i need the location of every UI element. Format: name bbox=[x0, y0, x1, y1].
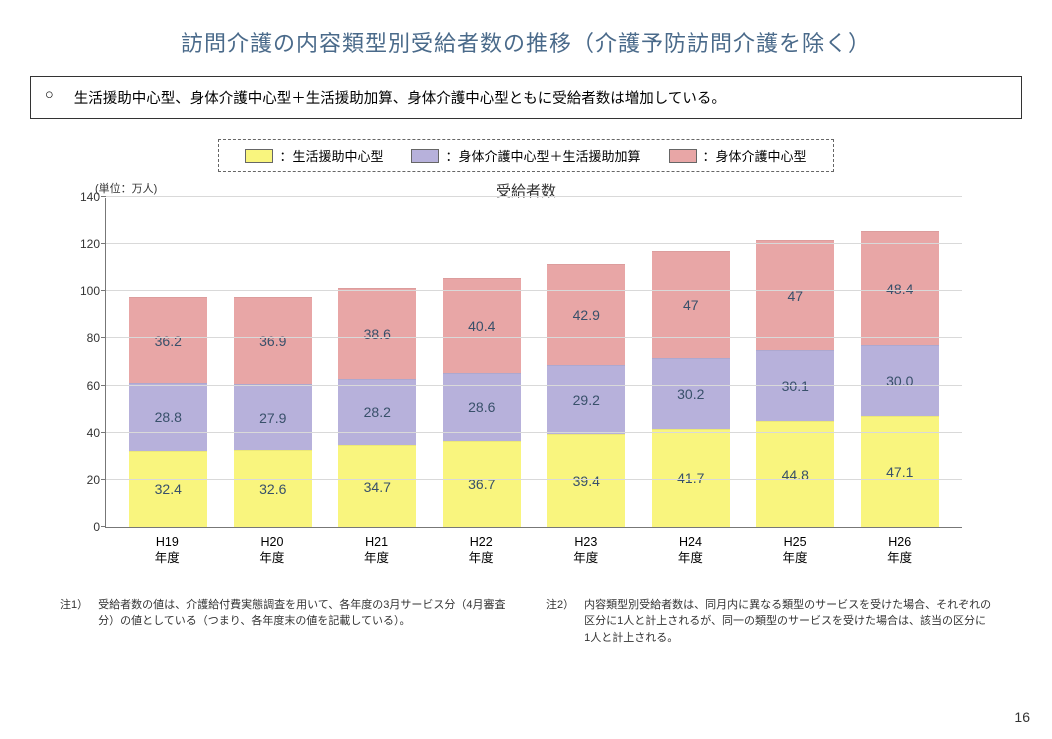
bar-segment-life: 41.7 bbox=[652, 429, 730, 527]
bar-column: 44.830.147 bbox=[756, 240, 834, 527]
gridline bbox=[106, 337, 962, 338]
bar-segment-life: 39.4 bbox=[547, 434, 625, 527]
page-number: 16 bbox=[1014, 709, 1030, 725]
y-tickmark bbox=[101, 290, 106, 291]
bar-segment-life: 32.4 bbox=[129, 451, 207, 527]
legend-label: ：身体介護中心型＋生活援助加算 bbox=[445, 146, 640, 165]
bar-segment-combo: 27.9 bbox=[234, 384, 312, 450]
y-tickmark bbox=[101, 196, 106, 197]
x-tick-label: H23年度 bbox=[547, 534, 625, 567]
y-tickmark bbox=[101, 243, 106, 244]
x-tick-label: H25年度 bbox=[756, 534, 834, 567]
legend-label: ：生活援助中心型 bbox=[279, 146, 383, 165]
bar-column: 32.428.836.2 bbox=[129, 297, 207, 527]
x-tick-label: H20年度 bbox=[233, 534, 311, 567]
y-tickmark bbox=[101, 432, 106, 433]
y-tick-label: 0 bbox=[70, 520, 100, 534]
footnote-2: 注2） 内容類型別受給者数は、同月内に異なる類型のサービスを受けた場合、それぞれ… bbox=[546, 597, 992, 647]
x-tick-label: H19年度 bbox=[128, 534, 206, 567]
legend-swatch-life bbox=[245, 149, 273, 163]
legend-item: ：身体介護中心型 bbox=[669, 146, 807, 165]
y-tick-label: 140 bbox=[70, 190, 100, 204]
summary-box: ○ 生活援助中心型、身体介護中心型＋生活援助加算、身体介護中心型ともに受給者数は… bbox=[30, 76, 1022, 119]
legend: ：生活援助中心型 ：身体介護中心型＋生活援助加算 ：身体介護中心型 bbox=[218, 139, 833, 172]
bar-segment-body: 38.6 bbox=[338, 288, 416, 379]
x-tick-label: H24年度 bbox=[651, 534, 729, 567]
footnote-text: 受給者数の値は、介護給付費実態調査を用いて、各年度の3月サービス分（4月審査分）… bbox=[98, 597, 506, 647]
y-tickmark bbox=[101, 479, 106, 480]
legend-swatch-combo bbox=[411, 149, 439, 163]
y-tickmark bbox=[101, 526, 106, 527]
footnote-1: 注1） 受給者数の値は、介護給付費実態調査を用いて、各年度の3月サービス分（4月… bbox=[60, 597, 506, 647]
summary-marker: ○ bbox=[45, 87, 54, 108]
unit-label: (単位：万人) bbox=[95, 180, 157, 196]
bar-segment-body: 47 bbox=[652, 251, 730, 358]
y-tick-label: 80 bbox=[70, 331, 100, 345]
page-title: 訪問介護の内容類型別受給者数の推移（介護予防訪問介護を除く） bbox=[0, 0, 1052, 76]
bar-segment-life: 34.7 bbox=[338, 445, 416, 527]
bar-segment-life: 36.7 bbox=[443, 441, 521, 528]
bar-column: 36.728.640.4 bbox=[443, 278, 521, 527]
bar-column: 32.627.936.9 bbox=[234, 297, 312, 527]
bar-segment-body: 36.9 bbox=[234, 297, 312, 384]
bar-column: 41.730.247 bbox=[652, 251, 730, 527]
footnote-label: 注2） bbox=[546, 597, 574, 647]
bar-column: 47.130.048.4 bbox=[861, 231, 939, 527]
y-tick-label: 120 bbox=[70, 237, 100, 251]
gridline bbox=[106, 385, 962, 386]
legend-item: ：生活援助中心型 bbox=[245, 146, 383, 165]
bar-segment-combo: 28.6 bbox=[443, 373, 521, 440]
gridline bbox=[106, 479, 962, 480]
chart: 32.428.836.2 32.627.936.9 34.728.238.6 36.7… bbox=[105, 198, 962, 567]
y-tick-label: 100 bbox=[70, 284, 100, 298]
gridline bbox=[106, 196, 962, 197]
gridline bbox=[106, 243, 962, 244]
footnote-label: 注1） bbox=[60, 597, 88, 647]
bar-segment-combo: 30.0 bbox=[861, 345, 939, 416]
bar-segment-body: 47 bbox=[756, 240, 834, 351]
footnotes: 注1） 受給者数の値は、介護給付費実態調査を用いて、各年度の3月サービス分（4月… bbox=[0, 567, 1052, 647]
gridline bbox=[106, 432, 962, 433]
y-tick-label: 40 bbox=[70, 426, 100, 440]
bar-segment-body: 48.4 bbox=[861, 231, 939, 345]
legend-swatch-body bbox=[669, 149, 697, 163]
x-tick-label: H26年度 bbox=[861, 534, 939, 567]
y-tickmark bbox=[101, 337, 106, 338]
bar-segment-combo: 30.2 bbox=[652, 358, 730, 429]
bar-segment-combo: 29.2 bbox=[547, 365, 625, 434]
x-tick-label: H21年度 bbox=[338, 534, 416, 567]
footnote-text: 内容類型別受給者数は、同月内に異なる類型のサービスを受けた場合、それぞれの区分に… bbox=[584, 597, 992, 647]
bar-segment-body: 40.4 bbox=[443, 278, 521, 373]
x-tick-label: H22年度 bbox=[442, 534, 520, 567]
bar-segment-life: 44.8 bbox=[756, 421, 834, 527]
bar-segment-combo: 30.1 bbox=[756, 350, 834, 421]
gridline bbox=[106, 290, 962, 291]
summary-text: 生活援助中心型、身体介護中心型＋生活援助加算、身体介護中心型ともに受給者数は増加… bbox=[74, 87, 726, 108]
bar-segment-life: 32.6 bbox=[234, 450, 312, 527]
y-tickmark bbox=[101, 385, 106, 386]
bar-segment-body: 42.9 bbox=[547, 264, 625, 365]
bar-segment-body: 36.2 bbox=[129, 297, 207, 382]
legend-item: ：身体介護中心型＋生活援助加算 bbox=[411, 146, 640, 165]
y-tick-label: 60 bbox=[70, 379, 100, 393]
y-tick-label: 20 bbox=[70, 473, 100, 487]
bar-segment-combo: 28.8 bbox=[129, 383, 207, 451]
bar-column: 34.728.238.6 bbox=[338, 288, 416, 527]
bar-column: 39.429.242.9 bbox=[547, 264, 625, 527]
legend-label: ：身体介護中心型 bbox=[703, 146, 807, 165]
bar-segment-combo: 28.2 bbox=[338, 379, 416, 445]
